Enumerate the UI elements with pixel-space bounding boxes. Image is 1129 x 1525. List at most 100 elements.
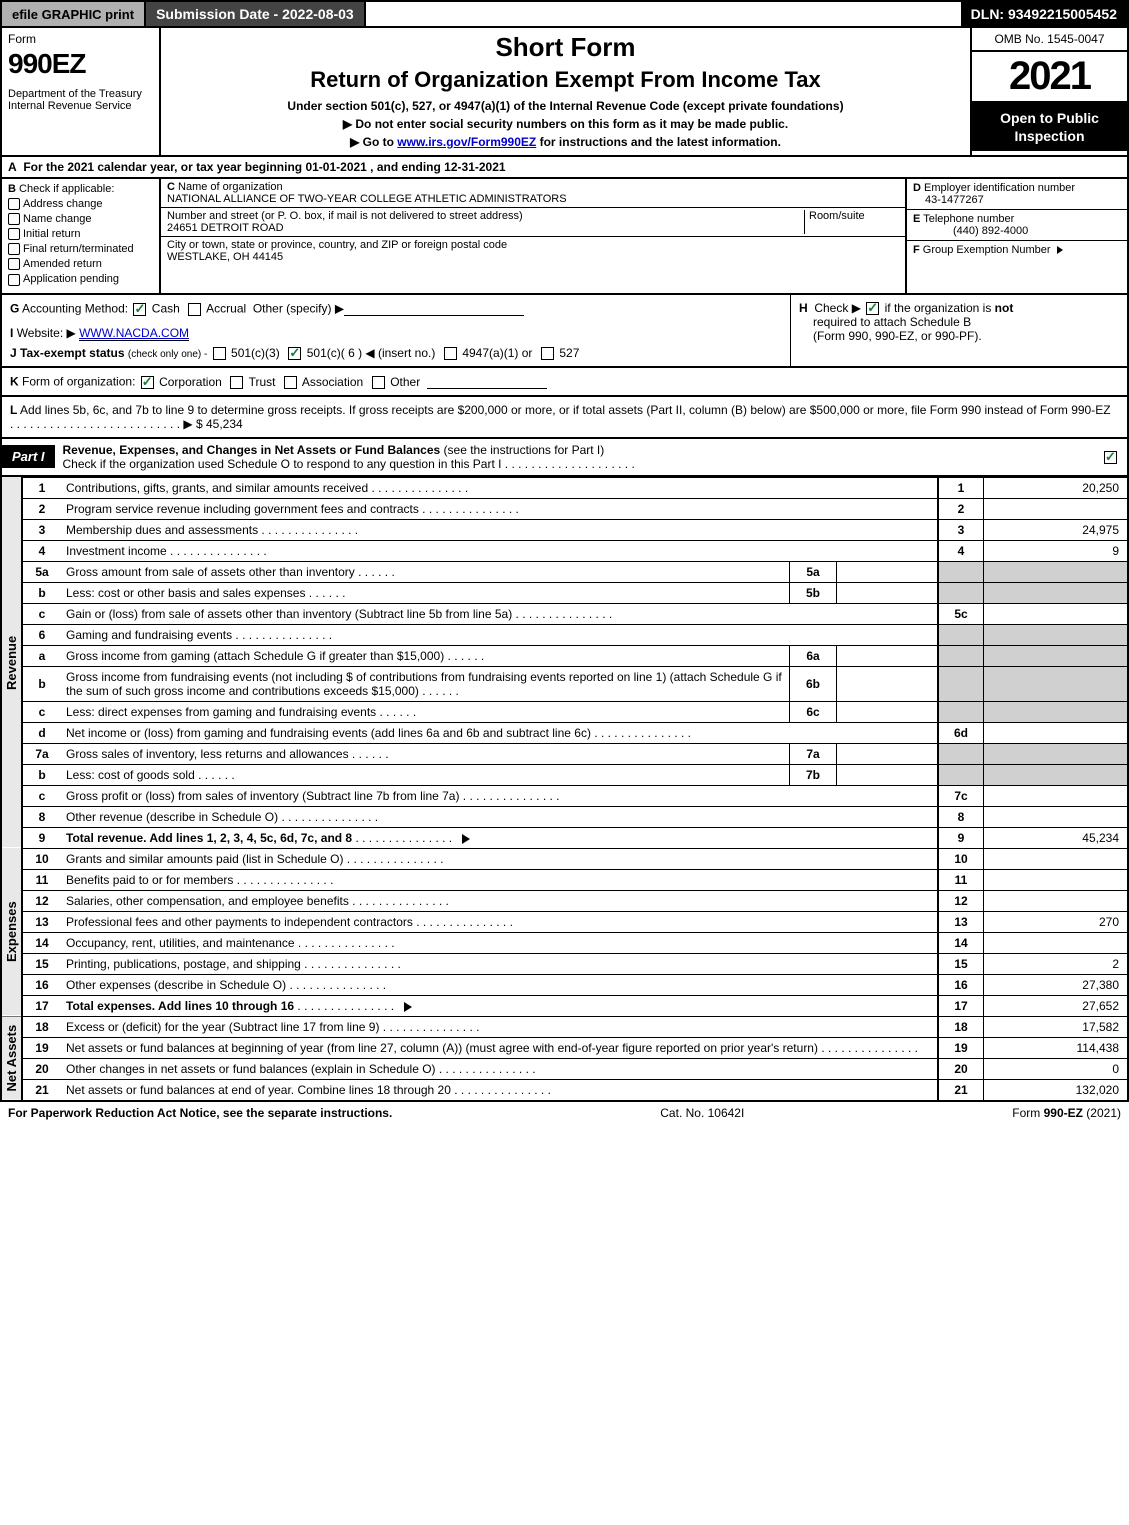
line-num: 7a [22,743,61,764]
B-option[interactable]: Application pending [8,273,153,285]
line-text: Net assets or fund balances at end of ye… [61,1079,938,1101]
section-label-netassets: Net Assets [1,1016,22,1101]
right-num: 16 [938,974,984,995]
partI-checkbox[interactable] [1104,451,1117,464]
H-checkbox[interactable] [866,302,879,315]
cash-lbl: Cash [152,301,180,315]
right-num [938,645,984,666]
line-num: 11 [22,869,61,890]
accrual-checkbox[interactable] [188,303,201,316]
table-row: 12Salaries, other compensation, and empl… [1,890,1128,911]
right-num: 13 [938,911,984,932]
table-row: 9Total revenue. Add lines 1, 2, 3, 4, 5c… [1,827,1128,848]
table-row: 3Membership dues and assessments . . . .… [1,519,1128,540]
sub-val [837,764,939,785]
right-num [938,582,984,603]
line-text: Less: direct expenses from gaming and fu… [61,701,790,722]
part-I-table: Revenue1Contributions, gifts, grants, an… [0,477,1129,1102]
line-num: 1 [22,477,61,498]
right-num: 19 [938,1037,984,1058]
D-lbl: Employer identification number [924,182,1075,194]
table-row: Net Assets18Excess or (deficit) for the … [1,1016,1128,1037]
B-option[interactable]: Initial return [8,228,153,240]
sub3-post: for instructions and the latest informat… [536,135,781,149]
part-I-title: Revenue, Expenses, and Changes in Net As… [55,439,1094,475]
right-num: 20 [938,1058,984,1079]
J-option[interactable]: 527 [536,346,583,360]
table-row: 13Professional fees and other payments t… [1,911,1128,932]
right-num: 7c [938,785,984,806]
K-label: Form of organization: [22,375,135,389]
right-val [984,666,1129,701]
H-text2: if the organization is [885,301,995,315]
sub-val [837,743,939,764]
right-num: 2 [938,498,984,519]
website-link[interactable]: WWW.NACDA.COM [79,326,189,341]
right-num: 14 [938,932,984,953]
line-num: b [22,764,61,785]
K-option[interactable]: Trust [225,375,279,389]
B-option[interactable]: Amended return [8,258,153,270]
line-text: Printing, publications, postage, and shi… [61,953,938,974]
form-number: 990EZ [8,48,153,80]
partI-title-bold: Revenue, Expenses, and Changes in Net As… [63,443,441,457]
irs-link[interactable]: www.irs.gov/Form990EZ [397,135,536,149]
department: Department of the Treasury Internal Reve… [8,88,153,112]
K-option[interactable]: Other [367,375,424,389]
box-B: B Check if applicable: Address changeNam… [2,179,161,293]
caret-icon [1057,246,1063,254]
table-row: 19Net assets or fund balances at beginni… [1,1037,1128,1058]
I-label: Website: ▶ [17,326,76,340]
return-title: Return of Organization Exempt From Incom… [310,67,821,93]
right-val [984,785,1129,806]
line-text: Less: cost or other basis and sales expe… [61,582,790,603]
part-I-tag: Part I [2,445,55,468]
right-num: 5c [938,603,984,624]
J-option[interactable]: 501(c)(3) [211,346,283,360]
J-option[interactable]: 501(c)( 6 ) ◀ (insert no.) [283,346,439,360]
B-option[interactable]: Final return/terminated [8,243,153,255]
C-name-lbl: Name of organization [178,181,283,193]
line-num: 20 [22,1058,61,1079]
right-val [984,764,1129,785]
right-num: 15 [938,953,984,974]
footer-right-pre: Form [1012,1106,1043,1120]
line-num: 14 [22,932,61,953]
B-option[interactable]: Address change [8,198,153,210]
B-option[interactable]: Name change [8,213,153,225]
cash-checkbox[interactable] [133,303,146,316]
line-text: Gross income from fundraising events (no… [61,666,790,701]
line-text: Investment income . . . . . . . . . . . … [61,540,938,561]
line-text: Grants and similar amounts paid (list in… [61,848,938,869]
line-num: 8 [22,806,61,827]
line-text: Net income or (loss) from gaming and fun… [61,722,938,743]
sub-val [837,645,939,666]
sub-val [837,561,939,582]
line-num: 3 [22,519,61,540]
K-option[interactable]: Corporation [139,375,225,389]
line-num: 17 [22,995,61,1016]
line-text: Gross sales of inventory, less returns a… [61,743,790,764]
line-text: Salaries, other compensation, and employ… [61,890,938,911]
J-option[interactable]: 4947(a)(1) or [439,346,536,360]
K-option[interactable]: Association [279,375,367,389]
line-num: d [22,722,61,743]
C-name-row: C Name of organization NATIONAL ALLIANCE… [161,179,905,208]
right-num: 18 [938,1016,984,1037]
right-num: 3 [938,519,984,540]
sub-num: 6c [790,701,837,722]
other-input[interactable] [344,301,524,316]
table-row: dNet income or (loss) from gaming and fu… [1,722,1128,743]
K-other-input[interactable] [427,374,547,389]
section-label-revenue: Revenue [1,477,22,848]
tax-year: 2021 [972,52,1127,101]
H-text3: required to attach Schedule B [799,315,971,329]
box-D: D Employer identification number 43-1477… [907,179,1127,210]
line-num: 19 [22,1037,61,1058]
efile-print-button[interactable]: efile GRAPHIC print [2,2,146,26]
table-row: 21Net assets or fund balances at end of … [1,1079,1128,1101]
table-row: Revenue1Contributions, gifts, grants, an… [1,477,1128,498]
sub3-pre: ▶ Go to [350,135,397,149]
line-text: Other expenses (describe in Schedule O) … [61,974,938,995]
section-A: A For the 2021 calendar year, or tax yea… [0,157,1129,179]
